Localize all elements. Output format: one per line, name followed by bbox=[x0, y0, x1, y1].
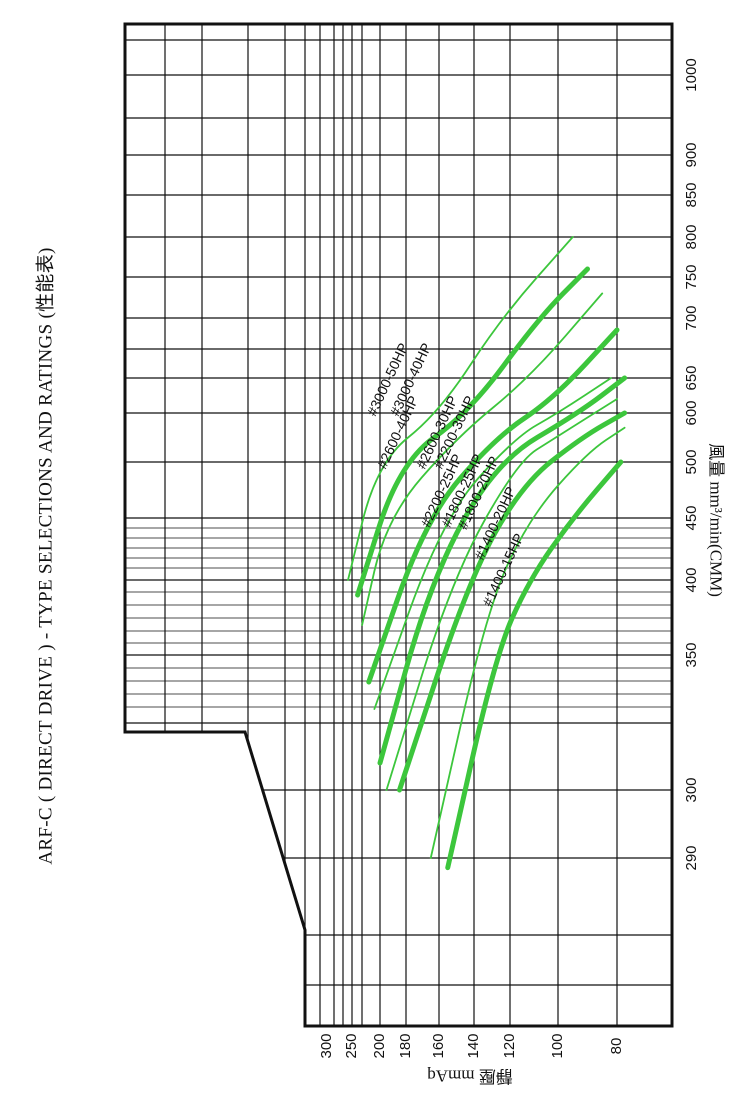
x-tick-label: 1000 bbox=[683, 58, 700, 91]
y-tick-label: 300 bbox=[318, 1033, 335, 1058]
curve-2600-30hp bbox=[366, 327, 620, 685]
y-tick-label: 200 bbox=[371, 1033, 388, 1058]
curve-2600-40hp bbox=[361, 292, 604, 626]
curve-1800-25hp bbox=[385, 398, 618, 791]
x-tick-label: 750 bbox=[683, 264, 700, 289]
x-tick-label: 350 bbox=[683, 642, 700, 667]
x-tick-label: 650 bbox=[683, 365, 700, 390]
curve-1400-20hp bbox=[429, 426, 626, 859]
curve-3000-50hp bbox=[347, 236, 574, 581]
grid-lines bbox=[123, 24, 672, 1028]
chart-outline bbox=[123, 22, 674, 1028]
tick-labels: 290 300 350 400 450 500 600 650 700 750 800 850 900 1… bbox=[318, 58, 700, 1058]
curve-3000-40hp bbox=[355, 266, 590, 598]
x-tick-label: 290 bbox=[683, 845, 700, 870]
x-tick-label: 800 bbox=[683, 224, 700, 249]
y-tick-label: 250 bbox=[343, 1033, 360, 1058]
x-tick-label: 450 bbox=[683, 505, 700, 530]
performance-curves bbox=[347, 236, 628, 871]
curve-1400-15hp bbox=[445, 459, 624, 871]
y-tick-label: 160 bbox=[430, 1033, 447, 1058]
curve-2200-25hp bbox=[377, 375, 628, 766]
x-tick-label: 900 bbox=[683, 142, 700, 167]
curve-2200-30hp bbox=[373, 377, 612, 710]
chart-cutout-mask bbox=[123, 732, 305, 1028]
x-tick-label: 300 bbox=[683, 777, 700, 802]
y-axis-label: 靜壓 mmAq bbox=[427, 1066, 513, 1086]
y-tick-label: 180 bbox=[397, 1033, 414, 1058]
curve-1800-20hp bbox=[397, 410, 628, 793]
y-tick-label: 80 bbox=[608, 1038, 625, 1055]
x-tick-label: 600 bbox=[683, 400, 700, 425]
y-tick-label: 100 bbox=[549, 1033, 566, 1058]
x-tick-label: 700 bbox=[683, 305, 700, 330]
x-tick-label: 400 bbox=[683, 567, 700, 592]
y-tick-label: 140 bbox=[465, 1033, 482, 1058]
x-tick-label: 500 bbox=[683, 449, 700, 474]
x-axis-label: 風量 mm³/min(CMM) bbox=[706, 443, 726, 597]
curve-labels: #3000-50HP#3000-40HP#2600-40HP#2600-30HP… bbox=[364, 340, 527, 608]
chart-title: ARF-C ( DIRECT DRIVE ) - TYPE SELECTIONS… bbox=[35, 247, 57, 865]
x-tick-label: 850 bbox=[683, 182, 700, 207]
y-tick-label: 120 bbox=[501, 1033, 518, 1058]
